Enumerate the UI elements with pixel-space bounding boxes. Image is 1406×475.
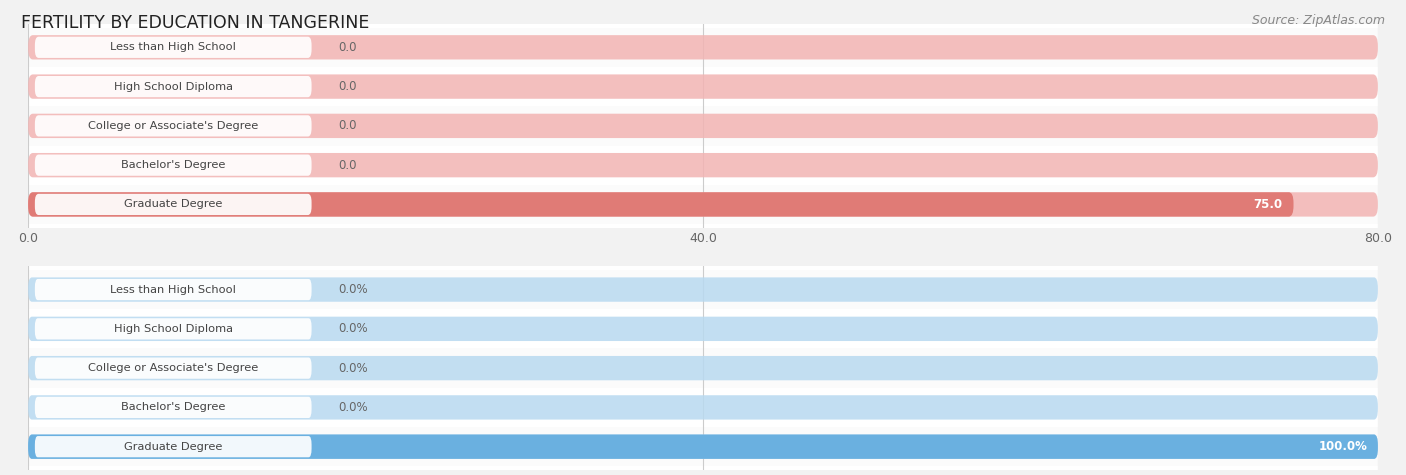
FancyBboxPatch shape	[28, 356, 1378, 380]
FancyBboxPatch shape	[28, 35, 1378, 59]
Text: Source: ZipAtlas.com: Source: ZipAtlas.com	[1251, 14, 1385, 27]
FancyBboxPatch shape	[35, 318, 312, 340]
FancyBboxPatch shape	[28, 435, 1378, 459]
FancyBboxPatch shape	[28, 192, 1294, 217]
Text: 100.0%: 100.0%	[1319, 440, 1367, 453]
Bar	[28, 427, 1378, 466]
FancyBboxPatch shape	[35, 436, 312, 457]
Bar	[28, 309, 1378, 349]
FancyBboxPatch shape	[35, 76, 312, 97]
Bar	[28, 185, 1378, 224]
FancyBboxPatch shape	[28, 153, 1378, 177]
FancyBboxPatch shape	[35, 358, 312, 379]
Text: High School Diploma: High School Diploma	[114, 324, 233, 334]
FancyBboxPatch shape	[28, 317, 1378, 341]
FancyBboxPatch shape	[28, 435, 1378, 459]
FancyBboxPatch shape	[28, 75, 1378, 99]
Text: FERTILITY BY EDUCATION IN TANGERINE: FERTILITY BY EDUCATION IN TANGERINE	[21, 14, 370, 32]
Bar	[28, 28, 1378, 67]
Text: 0.0%: 0.0%	[339, 283, 368, 296]
Bar	[28, 67, 1378, 106]
Bar	[28, 106, 1378, 145]
Bar	[28, 145, 1378, 185]
FancyBboxPatch shape	[35, 115, 312, 136]
Text: Less than High School: Less than High School	[110, 42, 236, 52]
Text: 75.0: 75.0	[1254, 198, 1282, 211]
Text: 0.0%: 0.0%	[339, 401, 368, 414]
FancyBboxPatch shape	[28, 114, 1378, 138]
FancyBboxPatch shape	[35, 37, 312, 58]
Text: College or Associate's Degree: College or Associate's Degree	[89, 121, 259, 131]
Bar	[28, 388, 1378, 427]
Text: 0.0: 0.0	[339, 159, 357, 171]
Text: Bachelor's Degree: Bachelor's Degree	[121, 402, 225, 412]
FancyBboxPatch shape	[35, 397, 312, 418]
Text: 0.0%: 0.0%	[339, 361, 368, 375]
Text: 0.0%: 0.0%	[339, 323, 368, 335]
FancyBboxPatch shape	[28, 277, 1378, 302]
Text: Graduate Degree: Graduate Degree	[124, 442, 222, 452]
Bar	[28, 270, 1378, 309]
Text: College or Associate's Degree: College or Associate's Degree	[89, 363, 259, 373]
Text: High School Diploma: High School Diploma	[114, 82, 233, 92]
FancyBboxPatch shape	[35, 194, 312, 215]
Text: 0.0: 0.0	[339, 119, 357, 133]
Text: 0.0: 0.0	[339, 80, 357, 93]
FancyBboxPatch shape	[28, 192, 1378, 217]
Text: Less than High School: Less than High School	[110, 285, 236, 294]
Bar	[28, 349, 1378, 388]
Text: Graduate Degree: Graduate Degree	[124, 200, 222, 209]
FancyBboxPatch shape	[35, 279, 312, 300]
FancyBboxPatch shape	[28, 395, 1378, 419]
FancyBboxPatch shape	[35, 154, 312, 176]
Text: Bachelor's Degree: Bachelor's Degree	[121, 160, 225, 170]
Text: 0.0: 0.0	[339, 41, 357, 54]
